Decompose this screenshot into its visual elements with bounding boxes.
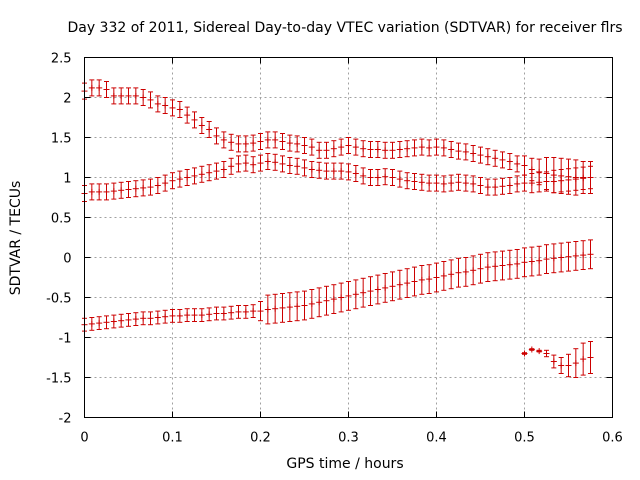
x-tick-label: 0.2: [250, 431, 271, 446]
y-tick-labels: -2 -1.5 -1 -0.5 0 0.5 1 1.5 2 2.5: [46, 52, 71, 427]
series-late: [521, 341, 594, 378]
y-axis-label: SDTVAR / TECUs: [8, 181, 24, 296]
y-tick-label: -0.5: [46, 292, 71, 307]
x-tick-label: 0: [80, 431, 88, 446]
x-axis-label: GPS time / hours: [286, 456, 403, 472]
y-tick-label: 1.5: [51, 132, 72, 147]
y-tick-label: 2: [63, 92, 71, 107]
chart-title: Day 332 of 2011, Sidereal Day-to-day VTE…: [67, 20, 622, 36]
grid-lines: [84, 57, 613, 418]
y-tick-label: 0: [63, 252, 71, 267]
series-top: [81, 79, 594, 196]
data-points: [81, 79, 594, 378]
y-tick-label: -1.5: [46, 372, 71, 387]
series-middle: [81, 153, 594, 202]
series-bottom: [81, 239, 594, 332]
axis-ticks: [84, 57, 613, 418]
y-tick-label: 0.5: [51, 212, 72, 227]
x-tick-label: 0.5: [514, 431, 535, 446]
x-tick-label: 0.4: [426, 431, 447, 446]
y-tick-label: 1: [63, 172, 71, 187]
x-tick-label: 0.1: [162, 431, 183, 446]
y-tick-label: 2.5: [51, 52, 72, 67]
x-tick-labels: 0 0.1 0.2 0.3 0.4 0.5 0.6: [80, 431, 622, 446]
x-tick-label: 0.3: [338, 431, 359, 446]
y-tick-label: -1: [59, 332, 72, 347]
y-tick-label: -2: [59, 412, 72, 427]
x-tick-label: 0.6: [602, 431, 623, 446]
